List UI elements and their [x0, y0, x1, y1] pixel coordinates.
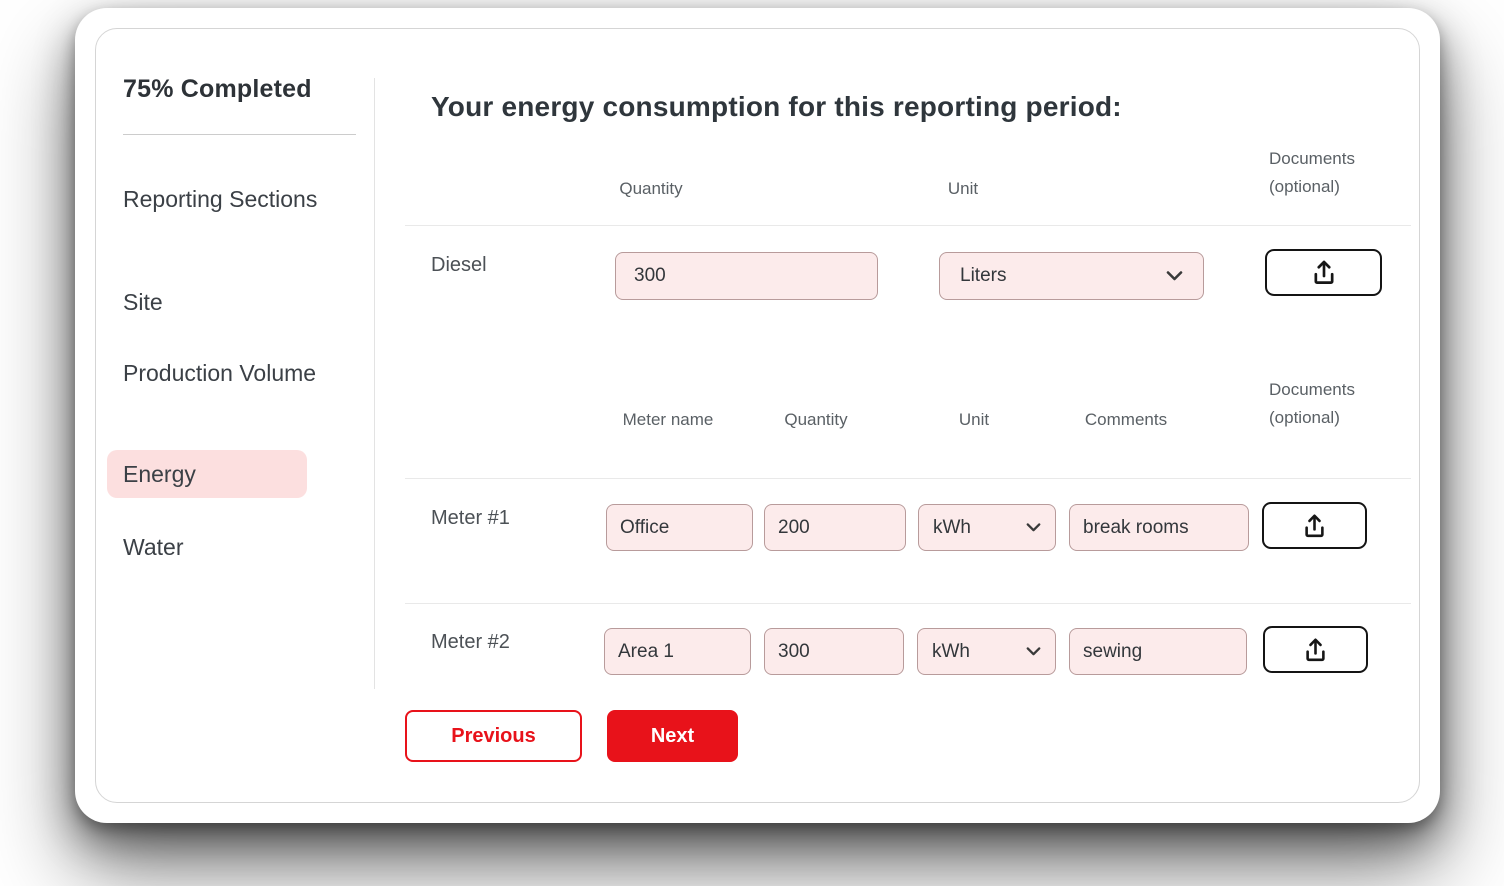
diesel-quantity-input[interactable] [615, 252, 878, 300]
upload-icon [1306, 637, 1325, 661]
meter-header-quantity: Quantity [784, 410, 848, 429]
meter-header-comments: Comments [1084, 410, 1168, 429]
sidebar-content-divider [374, 78, 375, 689]
fuel-row-label: Diesel [431, 254, 487, 276]
meter1-quantity-input[interactable] [764, 504, 906, 551]
fuel-header-unit: Unit [947, 179, 979, 198]
page-title: Your energy consumption for this reporti… [431, 91, 1122, 122]
report-card-inner: 75% Completed Reporting Sections Site Pr… [95, 28, 1420, 803]
sidebar-item-production-volume[interactable]: Production Volume [123, 360, 317, 386]
meter2-comments-input[interactable] [1069, 628, 1247, 675]
meter1-unit-select[interactable]: kWh [918, 504, 1056, 551]
sidebar-item-reporting-sections[interactable]: Reporting Sections [123, 186, 318, 212]
diesel-upload-button[interactable] [1265, 249, 1382, 296]
diesel-unit-select[interactable]: Liters [939, 252, 1204, 300]
report-card: 75% Completed Reporting Sections Site Pr… [75, 8, 1440, 823]
meter-header-name: Meter name [622, 410, 714, 429]
next-button[interactable]: Next [607, 710, 738, 762]
divider [405, 603, 1411, 604]
previous-button[interactable]: Previous [405, 710, 582, 762]
meter1-name-input[interactable] [606, 504, 753, 551]
meter2-name-input[interactable] [604, 628, 751, 675]
meter-header-documents: Documents (optional) [1269, 380, 1355, 427]
meter-row-label: Meter #2 [431, 631, 510, 653]
meter1-comments-input[interactable] [1069, 504, 1249, 551]
meter-row-label: Meter #1 [431, 507, 510, 529]
fuel-header-documents: Documents (optional) [1269, 149, 1355, 196]
chevron-down-icon [1026, 647, 1041, 656]
meter-header-unit: Unit [958, 410, 990, 429]
meter2-upload-button[interactable] [1263, 626, 1368, 673]
sidebar-divider [123, 134, 356, 135]
progress-label: 75% Completed [123, 75, 312, 103]
meter2-quantity-input[interactable] [764, 628, 904, 675]
chevron-down-icon [1026, 523, 1041, 532]
meter2-unit-select[interactable]: kWh [917, 628, 1056, 675]
sidebar-item-water[interactable]: Water [123, 534, 184, 560]
divider [405, 478, 1411, 479]
chevron-down-icon [1166, 271, 1183, 281]
sidebar-item-site[interactable]: Site [123, 289, 163, 315]
sidebar-item-energy[interactable]: Energy [107, 450, 307, 498]
upload-icon [1305, 513, 1324, 537]
meter1-upload-button[interactable] [1262, 502, 1367, 549]
upload-icon [1313, 260, 1334, 284]
divider [405, 225, 1411, 226]
fuel-header-quantity: Quantity [619, 179, 683, 198]
